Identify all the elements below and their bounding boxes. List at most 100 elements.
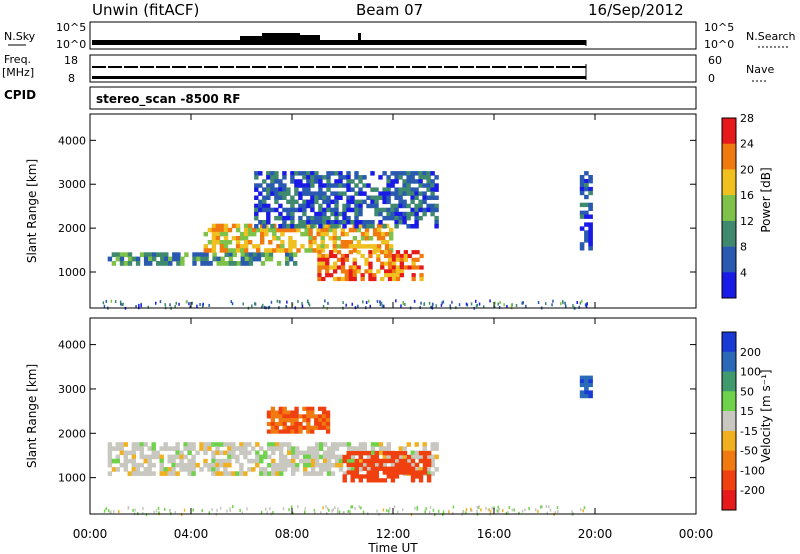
heatmap-cell <box>239 467 244 472</box>
heatmap-cell <box>215 467 220 472</box>
heatmap-cell <box>381 304 384 308</box>
heatmap-cell <box>302 224 307 229</box>
heatmap-cell <box>303 454 308 460</box>
heatmap-cell <box>368 276 373 282</box>
heatmap-cell <box>290 203 295 209</box>
heatmap-cell <box>324 244 329 249</box>
heatmap-cell <box>394 215 399 221</box>
heatmap-cell <box>310 425 315 430</box>
heatmap-cell <box>283 467 288 472</box>
heatmap-cell <box>382 215 387 221</box>
heatmap-cell <box>220 261 225 266</box>
heatmap-cell <box>370 224 375 229</box>
heatmap-cell <box>382 446 388 451</box>
colorbar-tick-label: 16 <box>740 189 754 202</box>
heatmap-cell <box>131 454 136 460</box>
heatmap-cell <box>537 301 540 304</box>
heatmap-cell <box>286 224 291 229</box>
heatmap-cell <box>503 303 505 307</box>
heatmap-cell <box>318 406 323 411</box>
heatmap-cell <box>338 179 343 184</box>
heatmap-cell <box>338 442 344 447</box>
heatmap-cell <box>231 236 237 241</box>
heatmap-cell <box>280 227 285 233</box>
heatmap-cell <box>247 458 252 464</box>
heatmap-cell <box>123 442 128 447</box>
heatmap-cell <box>394 462 400 467</box>
heatmap-cell <box>586 302 588 306</box>
heatmap-cell <box>290 199 295 205</box>
heatmap-cell <box>338 458 344 464</box>
heatmap-cell <box>394 474 400 479</box>
heatmap-cell <box>346 171 351 176</box>
heatmap-cell <box>199 303 201 306</box>
heatmap-cell <box>270 207 275 213</box>
heatmap-cell <box>274 191 279 196</box>
heatmap-cell <box>235 227 241 233</box>
heatmap-cell <box>310 195 315 200</box>
y-tick-label: 4000 <box>58 134 86 147</box>
heatmap-cell <box>344 276 349 282</box>
heatmap-cell <box>286 425 291 430</box>
heatmap-cell <box>143 471 148 476</box>
heatmap-cell <box>321 265 326 270</box>
heatmap-cell <box>300 244 305 249</box>
heatmap-cell <box>354 191 359 196</box>
heatmap-cell <box>200 252 205 258</box>
heatmap-cell <box>223 227 229 233</box>
heatmap-cell <box>143 467 148 472</box>
heatmap-cell <box>306 203 311 209</box>
heatmap-cell <box>418 470 424 475</box>
heatmap-cell <box>398 171 403 176</box>
heatmap-cell <box>262 303 264 307</box>
heatmap-cell <box>374 451 379 456</box>
heatmap-cell <box>399 265 404 270</box>
heatmap-cell <box>314 442 320 447</box>
heatmap-cell <box>155 509 158 513</box>
heatmap-cell <box>298 429 303 434</box>
heatmap-cell <box>426 175 431 180</box>
heatmap-cell <box>348 273 353 278</box>
heatmap-cell <box>107 442 113 447</box>
heatmap-cell <box>279 471 284 476</box>
heatmap-cell <box>430 187 435 192</box>
heatmap-cell <box>229 507 231 511</box>
heatmap-cell <box>204 261 209 266</box>
heatmap-cell <box>334 462 340 468</box>
freq-tick-bottom: 8 <box>68 72 75 85</box>
heatmap-cell <box>254 302 257 306</box>
heatmap-cell <box>368 261 373 266</box>
heatmap-cell <box>320 236 325 241</box>
heatmap-cell <box>348 276 353 282</box>
heatmap-cell <box>380 265 385 270</box>
heatmap-cell <box>368 236 374 241</box>
heatmap-cell <box>322 458 328 464</box>
heatmap-cell <box>414 191 419 196</box>
heatmap-cell <box>271 462 276 468</box>
heatmap-cell <box>322 467 328 472</box>
heatmap-cell <box>142 507 144 510</box>
heatmap-cell <box>201 509 203 513</box>
heatmap-cell <box>410 211 415 217</box>
heatmap-cell <box>227 446 232 451</box>
heatmap-cell <box>387 269 393 274</box>
heatmap-cell <box>290 425 295 430</box>
heatmap-cell <box>584 182 589 188</box>
heatmap-cell <box>254 171 259 176</box>
heatmap-cell <box>109 511 111 515</box>
heatmap-cell <box>270 410 275 415</box>
heatmap-cell <box>352 227 358 233</box>
heatmap-cell <box>419 265 424 270</box>
heatmap-cell <box>426 183 431 188</box>
heatmap-cell <box>418 179 423 184</box>
heatmap-cell <box>276 227 281 233</box>
heatmap-cell <box>414 215 419 221</box>
heatmap-cell <box>336 223 341 229</box>
heatmap-cell <box>271 442 276 447</box>
heatmap-cell <box>314 179 319 184</box>
heatmap-cell <box>449 304 451 308</box>
colorbar-segment <box>722 411 736 432</box>
heatmap-cell <box>410 199 415 205</box>
heatmap-cell <box>326 187 331 192</box>
